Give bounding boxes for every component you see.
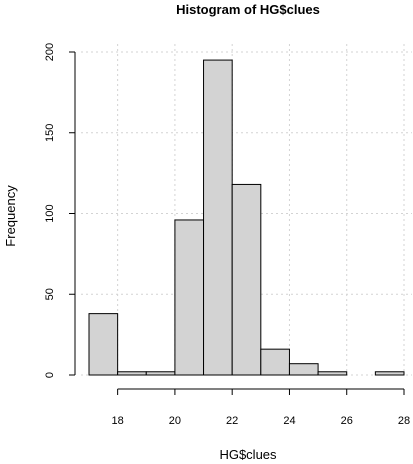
y-tick-label: 150 xyxy=(44,124,56,142)
chart-title: Histogram of HG$clues xyxy=(176,2,320,17)
histogram-bar xyxy=(374,371,405,376)
y-tick-label: 200 xyxy=(44,43,56,61)
histogram-bar xyxy=(260,348,290,376)
bar-layer xyxy=(88,59,405,376)
x-tick-label: 28 xyxy=(398,415,410,427)
histogram-bar xyxy=(88,313,119,376)
x-axis-label: HG$clues xyxy=(219,447,277,462)
y-tick-label: 50 xyxy=(44,288,56,300)
x-axis: 18 20 22 24 26 28 xyxy=(112,388,410,427)
y-axis: 0 50 100 150 200 xyxy=(44,43,76,378)
histogram-bar xyxy=(145,371,176,376)
y-tick-label: 100 xyxy=(44,204,56,222)
histogram-bar xyxy=(231,183,262,376)
y-axis-label: Frequency xyxy=(3,185,18,247)
x-tick-label: 22 xyxy=(226,415,238,427)
histogram-bar xyxy=(117,371,147,376)
x-tick-label: 26 xyxy=(341,415,353,427)
y-tick-label: 0 xyxy=(44,372,56,378)
x-tick-label: 18 xyxy=(112,415,124,427)
histogram-bar xyxy=(288,363,319,376)
histogram-bar xyxy=(174,219,205,376)
histogram-bar xyxy=(317,371,348,376)
x-tick-label: 24 xyxy=(283,415,295,427)
x-tick-label: 20 xyxy=(169,415,181,427)
histogram-bar xyxy=(203,59,233,376)
